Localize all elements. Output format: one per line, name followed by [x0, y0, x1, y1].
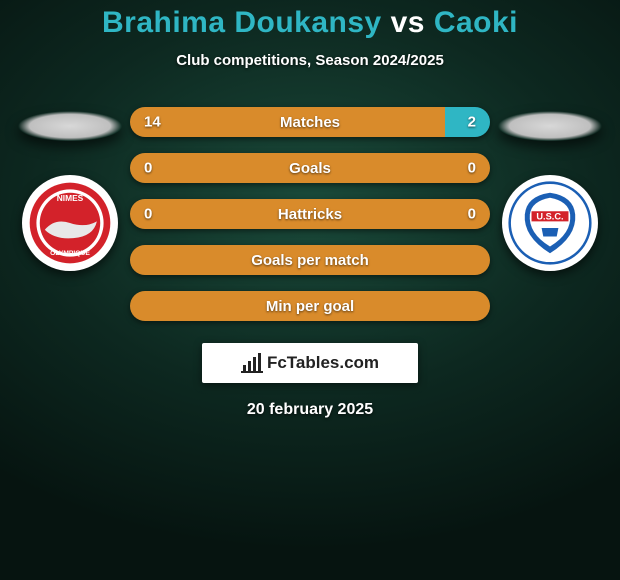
player2-avatar-placeholder [498, 111, 602, 141]
stat-value-right: 2 [468, 114, 476, 131]
right-side: U.S.C. [490, 107, 610, 271]
brand-main: Tables [287, 353, 340, 372]
svg-text:U.S.C.: U.S.C. [536, 212, 563, 222]
stat-label: Goals [289, 160, 331, 177]
stat-row: Goals per match [130, 245, 490, 275]
title-player2: Caoki [434, 6, 518, 39]
left-side: NIMES OLYMPIQUE [10, 107, 130, 271]
stat-value-left: 0 [144, 206, 152, 223]
stat-value-left: 14 [144, 114, 161, 131]
usc-badge-icon: U.S.C. [508, 181, 592, 265]
stat-bars: 14 2 Matches 0 0 Goals 0 0 Hattricks Goals per ma… [130, 107, 490, 321]
nimes-badge-icon: NIMES OLYMPIQUE [28, 181, 112, 265]
comparison-arena: NIMES OLYMPIQUE 14 2 Matches 0 0 Goals 0 0 Hattr… [0, 107, 620, 321]
player1-club-badge: NIMES OLYMPIQUE [22, 175, 118, 271]
stat-row: 0 0 Hattricks [130, 199, 490, 229]
stat-label: Min per goal [266, 298, 354, 315]
brand-watermark: FcTables.com [202, 343, 418, 383]
title-player1: Brahima Doukansy [102, 6, 382, 39]
title-separator: vs [391, 6, 425, 39]
svg-text:OLYMPIQUE: OLYMPIQUE [50, 250, 90, 257]
brand-prefix: Fc [267, 353, 287, 372]
date-label: 20 february 2025 [247, 401, 373, 419]
svg-text:NIMES: NIMES [57, 193, 84, 203]
player2-club-badge: U.S.C. [502, 175, 598, 271]
subtitle: Club competitions, Season 2024/2025 [176, 52, 444, 69]
stat-label: Goals per match [251, 252, 369, 269]
stat-row: 0 0 Goals [130, 153, 490, 183]
page-title: Brahima Doukansy vs Caoki [102, 6, 518, 40]
stat-row: Min per goal [130, 291, 490, 321]
comparison-card: Brahima Doukansy vs Caoki Club competiti… [0, 0, 620, 419]
stat-label: Hattricks [278, 206, 342, 223]
stat-value-right: 0 [468, 206, 476, 223]
stat-row: 14 2 Matches [130, 107, 490, 137]
brand-text: FcTables.com [267, 353, 379, 373]
player1-avatar-placeholder [18, 111, 122, 141]
stat-label: Matches [280, 114, 340, 131]
brand-suffix: .com [339, 353, 379, 372]
stat-value-right: 0 [468, 160, 476, 177]
stat-value-left: 0 [144, 160, 152, 177]
chart-icon [241, 353, 263, 373]
